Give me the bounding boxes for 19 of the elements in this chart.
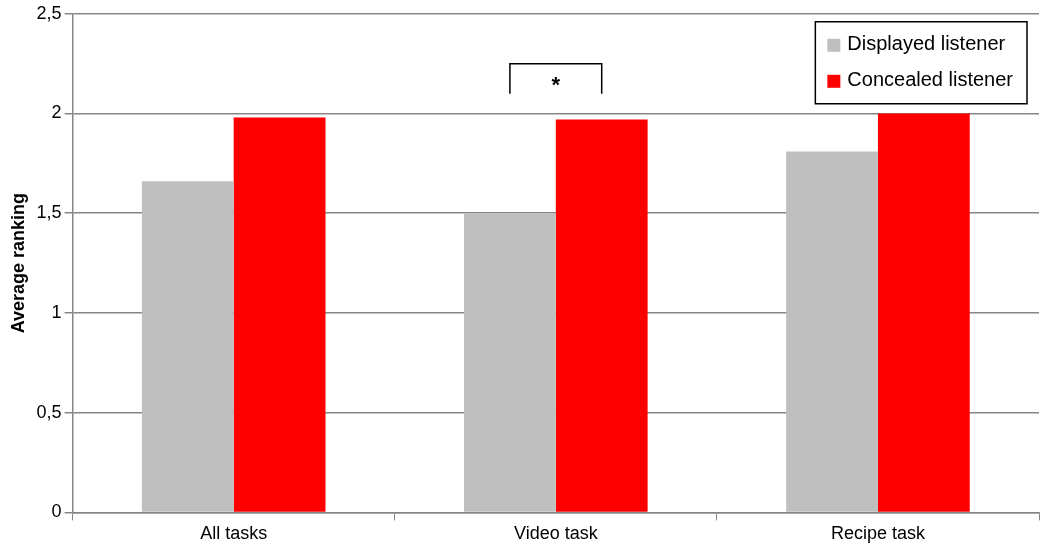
legend-label: Displayed listener [847,32,1006,55]
bar [877,113,970,512]
y-tick-label: 0,5 [36,401,62,422]
bar [786,151,878,512]
y-tick-label: 0 [51,501,62,522]
bar [233,117,326,512]
y-tick-label: 1,5 [36,202,62,223]
bar [141,181,234,512]
annotation: * [551,71,561,97]
y-tick-label: 2 [51,102,62,123]
x-tick-label: Video task [513,523,599,544]
y-tick-label: 1 [51,301,62,322]
x-tick-label: All tasks [200,523,268,544]
y-axis-title: Average ranking [7,192,28,334]
bar [555,119,648,512]
bar [464,213,556,512]
legend-label: Concealed listener [847,68,1014,91]
x-tick-label: Recipe task [830,523,926,544]
y-tick-label: 2,5 [36,2,62,23]
